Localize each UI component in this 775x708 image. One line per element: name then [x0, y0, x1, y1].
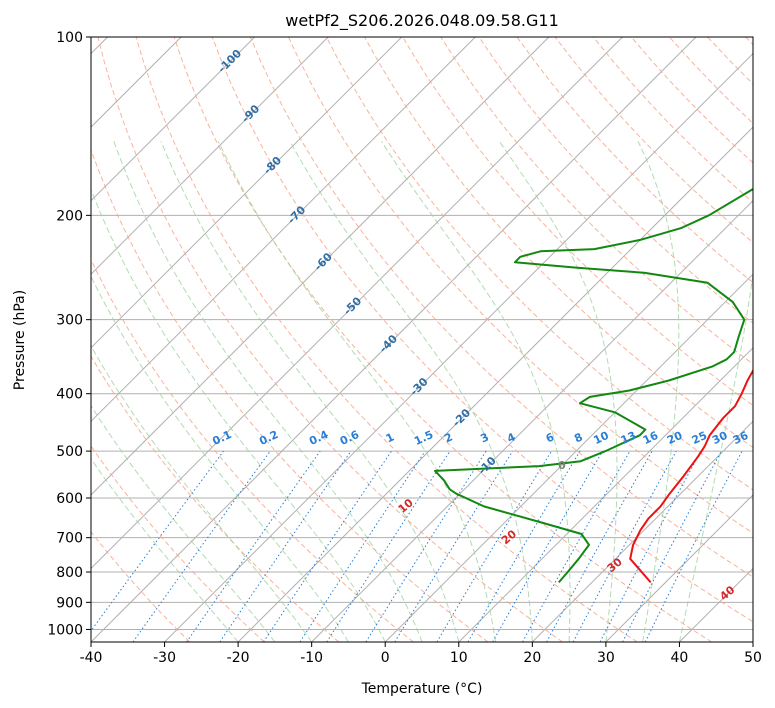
mixing-ratio-label: 20 — [665, 429, 685, 447]
chart-title: wetPf2_S206.2026.048.09.58.G11 — [285, 11, 559, 31]
mixing-ratio-line — [186, 450, 321, 642]
y-tick-label: 300 — [56, 313, 83, 329]
x-tick-label: 50 — [744, 650, 762, 666]
temperature-profile-line — [629, 368, 753, 584]
mixing-ratio-label: 13 — [619, 429, 638, 447]
isotherm-line — [91, 37, 403, 349]
mixing-ratio-line — [263, 450, 392, 642]
mixing-ratio-line — [132, 450, 271, 642]
x-axis-label: Temperature (°C) — [361, 681, 483, 697]
dry-adiabat-line — [326, 37, 753, 491]
x-tick-label: 0 — [381, 650, 390, 666]
dry-adiabat-line — [91, 258, 414, 642]
moist-adiabat-line — [381, 141, 571, 642]
mixing-ratio-line — [572, 450, 677, 642]
isotherm-line — [91, 37, 329, 275]
mixing-ratio-line — [546, 450, 653, 642]
mixing-ratio-line — [299, 450, 426, 642]
y-tick-label: 600 — [56, 491, 83, 507]
dry-adiabat-line — [516, 37, 753, 284]
mixing-ratio-line — [91, 450, 224, 632]
plot-frame — [90, 36, 754, 643]
dry-adiabat-line — [173, 37, 713, 642]
y-tick-label: 700 — [56, 531, 83, 547]
isotherm-line — [91, 37, 550, 496]
isotherm-line — [91, 37, 476, 423]
dry-adiabat-line — [249, 37, 753, 578]
mixing-ratio-line — [219, 450, 352, 642]
moist-adiabat-label: 0 — [558, 459, 566, 472]
plot-data — [434, 187, 753, 584]
dry-adiabat-line — [91, 445, 265, 642]
moist-adiabat-line — [217, 141, 497, 642]
dry-adiabat-line — [402, 37, 753, 407]
isotherm-line — [531, 420, 753, 642]
x-tick-label: -20 — [227, 650, 250, 666]
mixing-ratio-label: 25 — [690, 429, 709, 447]
moist-adiabat-line — [113, 141, 423, 642]
x-tick-label: 40 — [671, 650, 689, 666]
y-tick-label: 200 — [56, 208, 83, 224]
isotherm-line — [458, 347, 753, 642]
moist-adiabat-line — [91, 345, 313, 642]
x-tick-label: 20 — [523, 650, 541, 666]
mixing-ratio-line — [394, 450, 514, 642]
x-tick-label: 30 — [597, 650, 615, 666]
dry-adiabat-line — [135, 37, 638, 642]
isotherm-line — [91, 37, 256, 202]
y-tick-label: 400 — [56, 387, 83, 403]
x-tick-label: -30 — [153, 650, 176, 666]
moist-adiabat-line — [289, 141, 533, 642]
moist-adiabat-line — [498, 141, 618, 642]
y-tick-label: 1000 — [47, 622, 83, 638]
moist-adiabat-line — [678, 270, 753, 642]
dry-adiabat-line — [91, 148, 489, 642]
x-tick-label: 10 — [450, 650, 468, 666]
mixing-ratio-line — [522, 450, 631, 642]
dry-adiabat-line — [91, 531, 191, 642]
axes: -40 -30 -20 -10 0 10 20 30 40 5010020030040050060… — [47, 30, 762, 666]
isotherm-line — [91, 37, 623, 570]
isotherm-line — [237, 126, 753, 642]
isotherm-line — [384, 273, 753, 642]
mixing-ratio-label: 30 — [710, 429, 730, 447]
dry-adiabat-line — [91, 355, 340, 642]
dry-adiabat-line — [97, 37, 563, 642]
moist-adiabat-line — [91, 275, 349, 642]
x-tick-label: -10 — [300, 650, 323, 666]
x-tick-label: -40 — [80, 650, 103, 666]
y-tick-label: 900 — [56, 595, 83, 611]
plot-grid — [91, 37, 753, 642]
y-tick-label: 100 — [56, 30, 83, 46]
dry-adiabat-line — [211, 37, 753, 623]
dewpoint-profile-line — [434, 187, 753, 584]
mixing-ratio-line — [644, 450, 743, 642]
y-axis-label: Pressure (hPa) — [12, 290, 28, 390]
y-tick-label: 800 — [56, 565, 83, 581]
moist-adiabat-line — [637, 141, 680, 642]
isotherm-line — [605, 494, 753, 642]
mixing-ratio-label: 36 — [731, 429, 751, 447]
mixing-ratio-label: 10 — [591, 429, 611, 447]
mixing-ratio-label: 16 — [641, 429, 661, 447]
isotherm-line — [164, 52, 753, 642]
mixing-ratio-line — [326, 450, 451, 642]
y-tick-label: 500 — [56, 444, 83, 460]
moist-adiabat-line — [91, 188, 386, 642]
